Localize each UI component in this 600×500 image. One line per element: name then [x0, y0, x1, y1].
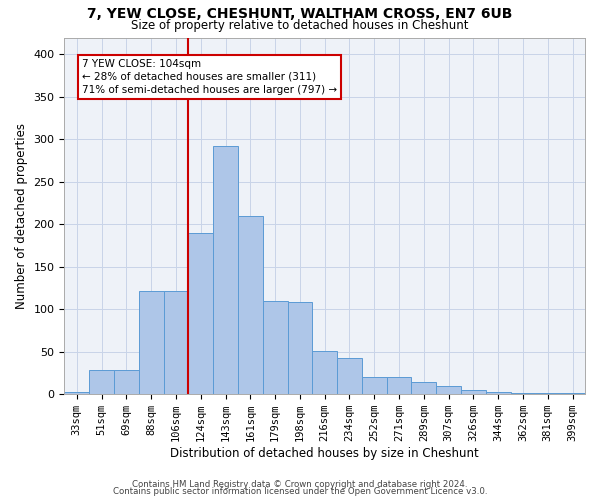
Bar [287, 302, 313, 394]
Bar [139, 292, 164, 394]
Y-axis label: Number of detached properties: Number of detached properties [15, 123, 28, 309]
Text: Size of property relative to detached houses in Cheshunt: Size of property relative to detached ho… [131, 18, 469, 32]
Text: 7, YEW CLOSE, CHESHUNT, WALTHAM CROSS, EN7 6UB: 7, YEW CLOSE, CHESHUNT, WALTHAM CROSS, E… [88, 8, 512, 22]
Bar [188, 233, 213, 394]
Bar [313, 351, 337, 394]
Bar [535, 392, 560, 394]
Bar [486, 392, 511, 394]
Bar [238, 216, 263, 394]
Bar [560, 392, 585, 394]
Bar [89, 370, 114, 394]
Bar [436, 386, 461, 394]
Bar [386, 377, 412, 394]
X-axis label: Distribution of detached houses by size in Cheshunt: Distribution of detached houses by size … [170, 447, 479, 460]
Bar [213, 146, 238, 394]
Text: 7 YEW CLOSE: 104sqm
← 28% of detached houses are smaller (311)
71% of semi-detac: 7 YEW CLOSE: 104sqm ← 28% of detached ho… [82, 58, 337, 95]
Text: Contains public sector information licensed under the Open Government Licence v3: Contains public sector information licen… [113, 487, 487, 496]
Bar [164, 290, 188, 394]
Bar [114, 370, 139, 394]
Bar [337, 358, 362, 394]
Bar [412, 382, 436, 394]
Text: Contains HM Land Registry data © Crown copyright and database right 2024.: Contains HM Land Registry data © Crown c… [132, 480, 468, 489]
Bar [461, 390, 486, 394]
Bar [362, 377, 386, 394]
Bar [64, 392, 89, 394]
Bar [263, 301, 287, 394]
